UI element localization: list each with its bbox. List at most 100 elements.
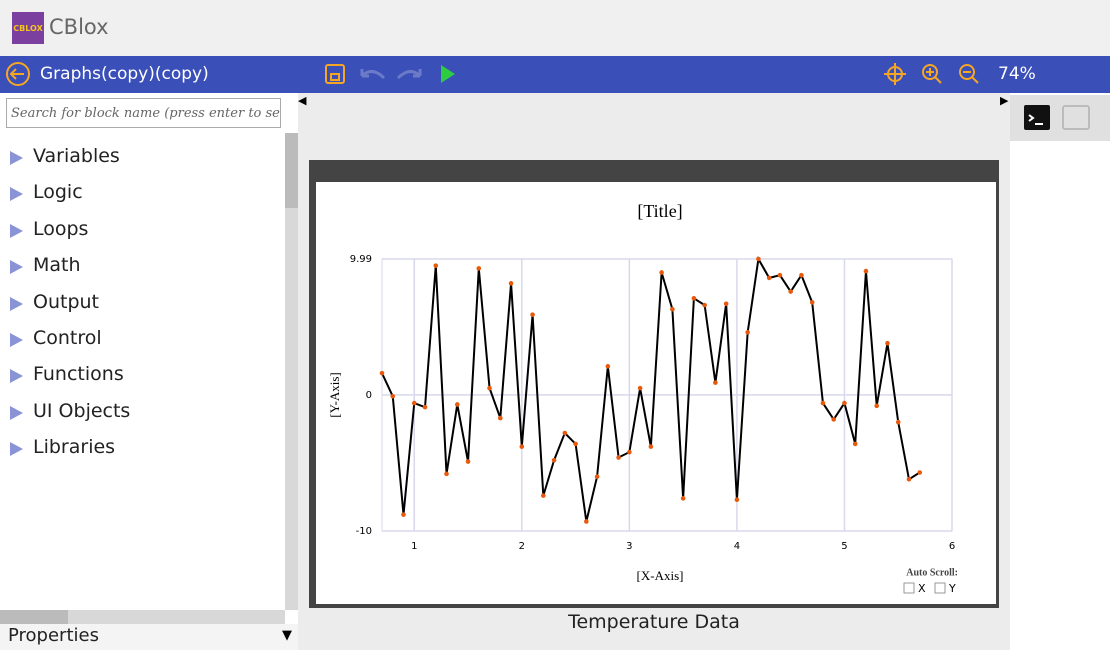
data-point <box>551 457 557 463</box>
data-point <box>895 419 901 425</box>
redo-button[interactable] <box>396 69 422 80</box>
project-name: Graphs(copy)(copy) <box>40 64 209 84</box>
data-point <box>584 519 589 524</box>
console-tab[interactable] <box>1024 105 1050 130</box>
zoom-in-button[interactable] <box>922 64 942 84</box>
zoom-level: 74% <box>998 64 1036 84</box>
code-tab[interactable] <box>1062 105 1090 130</box>
x-tick-label: 1 <box>411 541 417 552</box>
expand-arrow[interactable] <box>10 296 23 311</box>
data-point <box>444 471 449 477</box>
data-point <box>562 430 568 436</box>
x-tick-label: 3 <box>626 541 632 552</box>
data-point <box>498 415 503 421</box>
center-button[interactable] <box>884 63 906 85</box>
category[interactable]: Libraries <box>33 436 116 459</box>
x-checkbox-label: X <box>918 582 926 595</box>
properties-bar[interactable]: Properties ▼ <box>0 624 298 650</box>
data-point <box>809 300 815 305</box>
y-checkbox[interactable] <box>934 582 946 594</box>
data-point <box>508 281 514 286</box>
expand-arrow[interactable] <box>10 151 23 165</box>
search-box[interactable]: Search for block name (press enter to se… <box>6 98 281 128</box>
data-point <box>777 272 783 278</box>
expand-arrow[interactable] <box>10 187 23 202</box>
expand-arrow[interactable] <box>10 369 23 384</box>
expand-arrow[interactable] <box>10 405 23 420</box>
data-point <box>594 474 600 479</box>
data-point <box>702 302 707 308</box>
data-point <box>573 441 578 447</box>
data-point <box>885 340 890 346</box>
collapse-right[interactable]: ▶ <box>1000 94 1009 107</box>
data-point <box>680 496 686 501</box>
expand-arrow[interactable] <box>10 260 23 275</box>
expand-arrow[interactable] <box>10 223 23 238</box>
expand-arrow[interactable] <box>10 333 23 347</box>
y-axis-label: [Y-Axis] <box>327 372 342 418</box>
toolbar: Graphs(copy)(copy) 74% <box>0 56 1110 93</box>
scrollbar[interactable] <box>285 133 298 610</box>
console-glyph <box>1028 114 1043 125</box>
x-tick-label: 6 <box>949 541 955 552</box>
data-point <box>799 272 804 278</box>
zoom-out-button[interactable] <box>959 64 979 84</box>
category[interactable]: Loops <box>33 217 89 240</box>
data-point <box>756 256 761 262</box>
app-name: CBlox <box>49 15 109 39</box>
x-tick-label: 2 <box>519 541 525 552</box>
auto-scroll-label: Auto Scroll: <box>906 567 958 578</box>
data-point <box>659 270 664 275</box>
category[interactable]: Logic <box>33 181 83 204</box>
data-point <box>637 385 643 391</box>
data-point <box>863 268 869 274</box>
caption: Temperature Data <box>568 611 740 633</box>
category[interactable]: Functions <box>33 363 124 386</box>
y-tick-label: -10 <box>356 526 372 537</box>
collapse-arrow[interactable]: ▼ <box>282 628 292 643</box>
data-line <box>381 255 921 522</box>
x-axis-label: [X-Axis] <box>637 568 684 583</box>
data-point <box>605 364 611 369</box>
data-point <box>465 459 471 464</box>
data-point <box>390 393 396 399</box>
category[interactable]: UI Objects <box>33 399 131 422</box>
toolbar-icons <box>6 62 979 86</box>
category[interactable]: Control <box>33 327 102 349</box>
data-point <box>831 417 836 422</box>
chart-title: [Title] <box>637 201 682 221</box>
x-tick-label: 4 <box>734 541 740 552</box>
data-point <box>422 404 428 410</box>
data-point <box>648 444 654 449</box>
data-point <box>379 370 385 376</box>
tab-icons <box>1024 105 1090 130</box>
data-point <box>906 476 912 482</box>
run-button[interactable] <box>441 65 455 83</box>
data-point <box>734 497 740 503</box>
data-point <box>616 455 621 460</box>
panel-tabs <box>1010 95 1110 141</box>
save-button[interactable] <box>325 64 345 84</box>
title-bar: CBLOX CBlox <box>0 0 1110 56</box>
category[interactable]: Variables <box>33 145 120 167</box>
category[interactable]: Math <box>33 254 81 277</box>
undo-button[interactable] <box>360 69 386 80</box>
data-point <box>627 449 632 455</box>
data-point <box>411 400 417 406</box>
h-scrollbar[interactable] <box>0 610 285 624</box>
data-point <box>713 380 718 385</box>
properties-label: Properties <box>8 625 99 646</box>
x-tick-label: 5 <box>841 541 847 552</box>
right-panel <box>1010 93 1110 650</box>
logo: CBLOX <box>12 12 44 44</box>
x-checkbox[interactable] <box>903 582 915 594</box>
category[interactable]: Output <box>33 290 99 313</box>
data-point <box>519 444 525 449</box>
y-tick-label: 0 <box>366 390 372 401</box>
data-point <box>788 289 793 294</box>
collapse-left[interactable]: ◀ <box>298 94 307 107</box>
expand-arrow[interactable] <box>10 442 23 457</box>
data-point <box>917 470 923 475</box>
back-button[interactable] <box>6 62 30 86</box>
data-point <box>766 275 772 281</box>
